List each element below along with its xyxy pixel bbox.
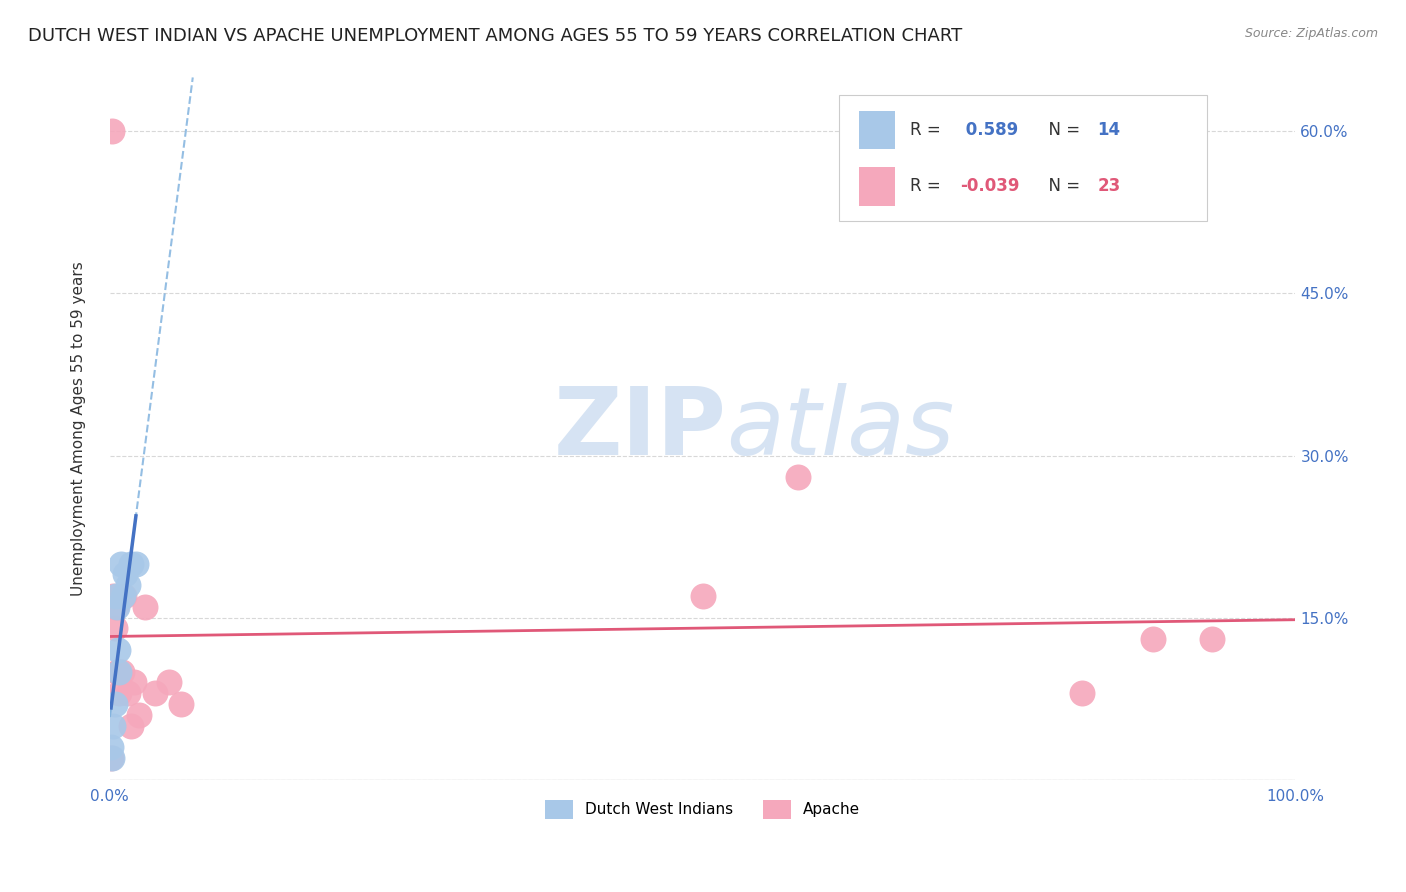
- Point: [107, 643, 129, 657]
- Text: R =: R =: [910, 121, 946, 139]
- Text: Source: ZipAtlas.com: Source: ZipAtlas.com: [1244, 27, 1378, 40]
- Point: [108, 665, 131, 679]
- Point: [786, 470, 808, 484]
- Point: [104, 599, 127, 614]
- Point: [1201, 632, 1223, 647]
- Point: [120, 557, 142, 571]
- Point: [103, 718, 125, 732]
- FancyBboxPatch shape: [839, 95, 1206, 221]
- Text: N =: N =: [1038, 121, 1085, 139]
- Point: [103, 589, 125, 603]
- Point: [100, 740, 122, 755]
- Legend: Dutch West Indians, Apache: Dutch West Indians, Apache: [538, 794, 866, 824]
- FancyBboxPatch shape: [859, 111, 894, 150]
- Text: N =: N =: [1038, 178, 1085, 195]
- FancyBboxPatch shape: [859, 167, 894, 205]
- Point: [108, 686, 131, 700]
- Point: [1071, 686, 1094, 700]
- Point: [157, 675, 180, 690]
- Point: [117, 686, 139, 700]
- Point: [128, 707, 150, 722]
- Text: -0.039: -0.039: [960, 178, 1019, 195]
- Text: 0.589: 0.589: [960, 121, 1018, 139]
- Text: 23: 23: [1098, 178, 1121, 195]
- Text: DUTCH WEST INDIAN VS APACHE UNEMPLOYMENT AMONG AGES 55 TO 59 YEARS CORRELATION C: DUTCH WEST INDIAN VS APACHE UNEMPLOYMENT…: [28, 27, 962, 45]
- Point: [692, 589, 714, 603]
- Point: [111, 589, 134, 603]
- Point: [114, 567, 136, 582]
- Point: [134, 599, 156, 614]
- Text: atlas: atlas: [727, 383, 955, 474]
- Point: [104, 697, 127, 711]
- Point: [125, 557, 148, 571]
- Point: [107, 665, 129, 679]
- Text: ZIP: ZIP: [554, 383, 727, 475]
- Point: [105, 665, 128, 679]
- Point: [120, 718, 142, 732]
- Point: [143, 686, 166, 700]
- Point: [1142, 632, 1164, 647]
- Text: R =: R =: [910, 178, 946, 195]
- Y-axis label: Unemployment Among Ages 55 to 59 years: Unemployment Among Ages 55 to 59 years: [72, 261, 86, 596]
- Point: [101, 124, 124, 138]
- Point: [170, 697, 193, 711]
- Point: [104, 589, 127, 603]
- Point: [105, 599, 128, 614]
- Point: [117, 578, 139, 592]
- Point: [111, 665, 134, 679]
- Point: [110, 557, 132, 571]
- Point: [112, 589, 135, 603]
- Point: [101, 751, 124, 765]
- Point: [100, 751, 122, 765]
- Text: 14: 14: [1098, 121, 1121, 139]
- Point: [104, 621, 127, 635]
- Point: [122, 675, 145, 690]
